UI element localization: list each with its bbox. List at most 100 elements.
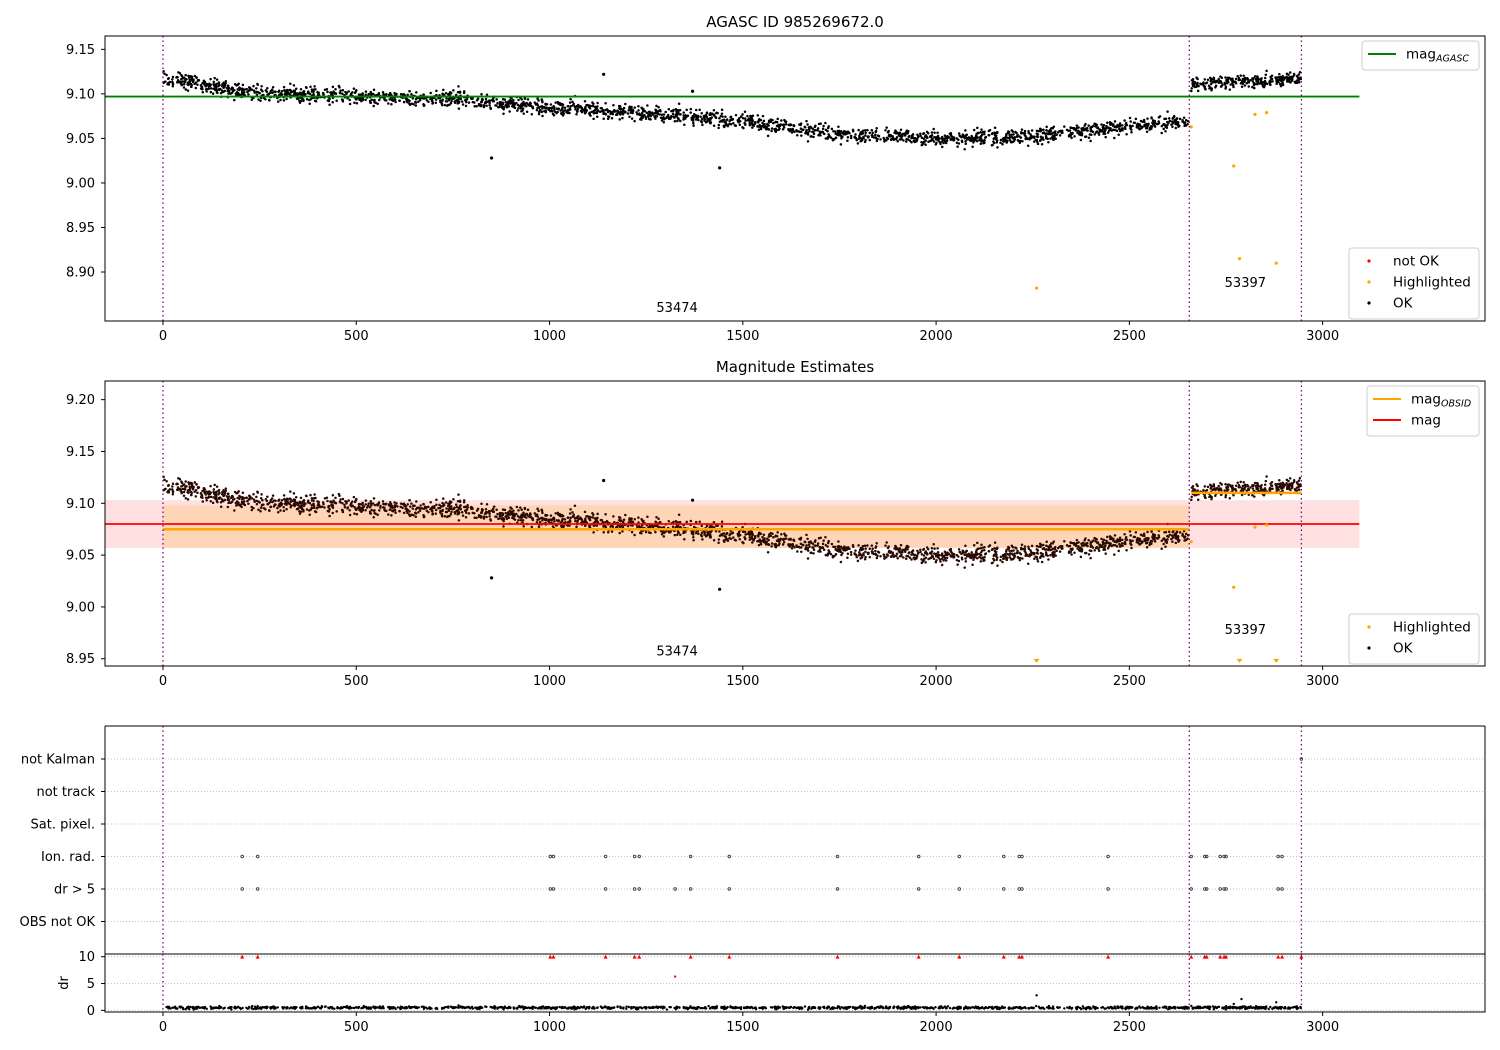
ok-point: [780, 533, 783, 536]
ok-point: [1270, 74, 1274, 78]
ok-point: [700, 112, 703, 115]
ok-point: [504, 515, 507, 519]
ok-point: [376, 102, 379, 105]
ok-point: [282, 494, 286, 497]
ok-point: [196, 83, 199, 87]
ok-point: [675, 113, 679, 117]
ok-point: [491, 507, 495, 511]
ok-point: [833, 554, 836, 558]
ok-point: [987, 129, 991, 133]
ok-point: [444, 501, 448, 504]
ok-point: [779, 537, 783, 541]
ok-point: [382, 93, 385, 96]
ok-point: [1106, 547, 1110, 550]
ok-point: [860, 556, 864, 559]
ok-point: [499, 101, 503, 104]
ok-point: [887, 129, 890, 133]
ok-point: [193, 481, 197, 484]
ok-point: [1109, 537, 1113, 540]
ok-point: [708, 113, 711, 117]
ok-point: [1035, 544, 1039, 548]
ok-point: [1183, 121, 1187, 124]
ok-point: [611, 112, 615, 116]
ok-point: [660, 532, 664, 536]
ok-point: [996, 146, 999, 149]
ok-point: [181, 77, 185, 80]
ok-point: [394, 511, 397, 514]
ok-point: [787, 123, 791, 127]
ok-point: [957, 548, 961, 551]
ok-point: [187, 74, 190, 78]
ok-point: [394, 100, 397, 104]
ok-point: [1077, 126, 1080, 129]
ok-point: [537, 525, 541, 529]
ok-point: [410, 92, 413, 96]
ok-point: [712, 124, 716, 127]
ok-point: [1196, 89, 1200, 93]
ok-point: [885, 541, 888, 544]
ok-point: [637, 109, 640, 112]
ok-point: [1150, 116, 1153, 119]
ok-point: [1100, 123, 1103, 126]
ok-point: [415, 506, 419, 510]
ok-point: [471, 100, 475, 104]
ok-point: [167, 489, 170, 492]
ok-point: [207, 87, 211, 90]
x-tick-label: 1000: [533, 329, 566, 344]
y-tick-label: 9.00: [66, 176, 95, 191]
ok-point: [902, 139, 905, 142]
ok-point: [924, 139, 928, 142]
ok-point: [171, 75, 175, 79]
ok-point: [1027, 547, 1031, 551]
ok-point: [662, 531, 666, 535]
ok-point: [182, 490, 186, 494]
ok-point: [955, 553, 958, 557]
ok-point: [1164, 530, 1168, 534]
ok-point: [821, 542, 825, 546]
ok-point: [491, 97, 495, 100]
ok-point: [554, 101, 557, 104]
ok-point: [866, 136, 870, 139]
ok-point: [216, 500, 219, 504]
ok-point: [250, 98, 254, 101]
ok-point: [307, 501, 310, 504]
ok-point: [1146, 530, 1149, 534]
ok-point: [517, 518, 520, 522]
ok-point: [806, 537, 809, 541]
ok-point: [334, 496, 337, 500]
ok-point: [449, 513, 453, 516]
ok-point: [987, 133, 990, 137]
ok-point: [887, 545, 890, 548]
ok-point: [417, 511, 420, 514]
ok-point: [550, 518, 554, 522]
ok-point: [458, 90, 462, 93]
ok-point: [783, 120, 787, 123]
ok-point: [179, 488, 183, 491]
ok-point: [424, 506, 427, 510]
ok-point: [915, 555, 919, 558]
ok-point: [650, 111, 654, 114]
ok-point: [1001, 143, 1004, 146]
ok-point: [411, 507, 415, 510]
ok-point: [562, 524, 566, 528]
ok-point: [456, 500, 460, 503]
ok-point: [308, 509, 311, 512]
ok-point: [1008, 139, 1012, 142]
ok-point: [1275, 82, 1278, 85]
ok-point: [502, 112, 505, 115]
ok-point: [289, 91, 293, 94]
ok-point: [810, 551, 813, 555]
ok-point: [361, 501, 364, 505]
ok-point: [979, 137, 983, 140]
ok-point: [382, 502, 385, 506]
ok-point: [940, 563, 944, 567]
ok-point: [981, 130, 985, 134]
ok-point: [770, 129, 773, 133]
ok-point: [817, 133, 820, 137]
ok-point: [691, 533, 695, 536]
ok-point: [919, 132, 922, 136]
ok-point: [1171, 540, 1174, 543]
ok-point: [541, 107, 544, 110]
ok-point: [1178, 117, 1182, 121]
plot-content: [105, 475, 1360, 663]
